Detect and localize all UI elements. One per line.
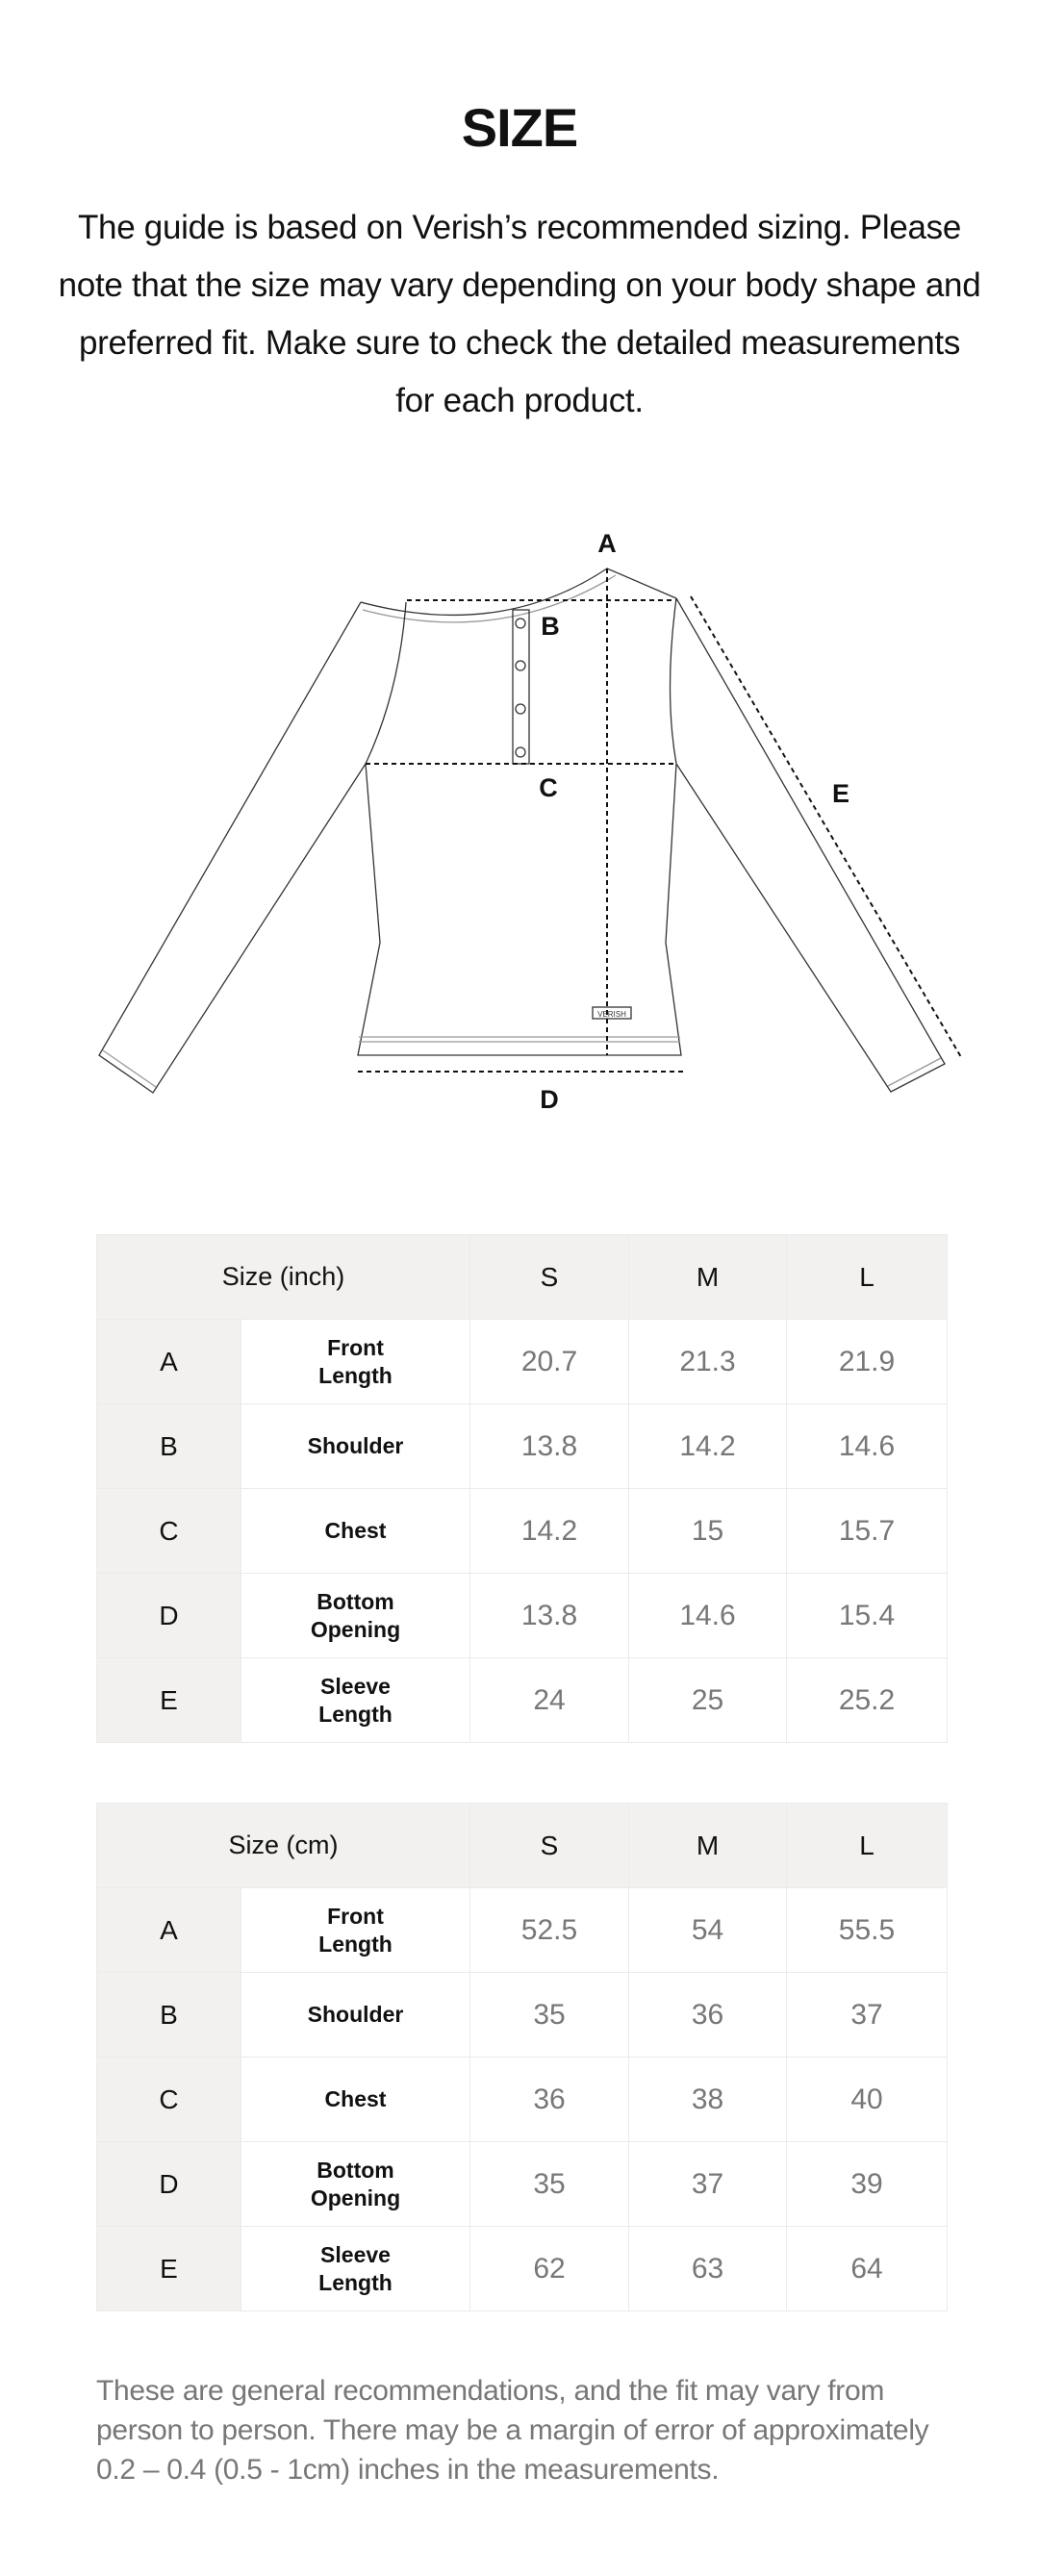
- label-b: B: [541, 612, 560, 641]
- value-l: 25.2: [786, 1657, 949, 1743]
- row-key: A: [96, 1319, 241, 1404]
- value-s: 36: [469, 2057, 629, 2142]
- size-header-l: L: [786, 1234, 949, 1320]
- table-header-row: Size (inch) S M L: [95, 1234, 949, 1320]
- value-m: 14.2: [628, 1403, 788, 1489]
- row-name: Sleeve Length: [240, 1657, 471, 1743]
- value-m: 63: [628, 2226, 787, 2311]
- measure-lines: [358, 568, 962, 1073]
- label-e: E: [832, 779, 849, 808]
- table-row: B Shoulder 35 36 37: [96, 1972, 948, 2058]
- value-s: 35: [469, 1972, 629, 2058]
- value-m: 36: [628, 1972, 787, 2058]
- value-m: 14.6: [628, 1573, 788, 1658]
- value-s: 52.5: [469, 1887, 629, 1973]
- row-name: Chest: [241, 2057, 470, 2142]
- value-l: 21.9: [786, 1319, 949, 1404]
- size-header-m: M: [628, 1234, 788, 1320]
- value-l: 14.6: [786, 1403, 949, 1489]
- shirt-outline: [98, 568, 946, 1094]
- value-l: 40: [786, 2057, 948, 2142]
- size-header-s: S: [469, 1803, 629, 1888]
- row-name: Bottom Opening: [240, 1573, 471, 1658]
- row-key: D: [96, 2141, 241, 2227]
- value-s: 62: [469, 2226, 629, 2311]
- label-a: A: [597, 529, 617, 558]
- size-header-l: L: [786, 1803, 948, 1888]
- neck-band: [362, 574, 617, 623]
- table-row: E Sleeve Length 24 25 25.2: [96, 1657, 949, 1743]
- row-key: C: [96, 2057, 241, 2142]
- value-s: 13.8: [469, 1573, 630, 1658]
- table-header-unit: Size (cm): [96, 1803, 470, 1888]
- value-m: 25: [628, 1657, 788, 1743]
- row-key: C: [96, 1488, 241, 1574]
- row-name: Chest: [240, 1488, 471, 1574]
- row-name: Front Length: [240, 1319, 471, 1404]
- row-key: D: [96, 1573, 241, 1658]
- row-name: Shoulder: [240, 1403, 471, 1489]
- value-m: 15: [628, 1488, 788, 1574]
- value-l: 37: [786, 1972, 948, 2058]
- body: [357, 763, 682, 1056]
- right-sleeve: [675, 597, 946, 1093]
- value-s: 13.8: [469, 1403, 630, 1489]
- row-key: B: [96, 1972, 241, 2058]
- table-header-unit: Size (inch): [95, 1234, 471, 1320]
- table-row: B Shoulder 13.8 14.2 14.6: [96, 1403, 949, 1489]
- table-row: D Bottom Opening 13.8 14.6 15.4: [96, 1573, 949, 1658]
- value-m: 21.3: [628, 1319, 788, 1404]
- table-header-row: Size (cm) S M L: [96, 1803, 948, 1888]
- row-key: B: [96, 1403, 241, 1489]
- row-key: A: [96, 1887, 241, 1973]
- table-row: A Front Length 20.7 21.3 21.9: [96, 1319, 949, 1404]
- value-m: 38: [628, 2057, 787, 2142]
- size-header-m: M: [628, 1803, 787, 1888]
- footer-note: These are general recommendations, and t…: [96, 2375, 929, 2486]
- table-row: D Bottom Opening 35 37 39: [96, 2141, 948, 2227]
- label-c: C: [539, 773, 558, 802]
- row-name: Front Length: [241, 1887, 470, 1973]
- value-l: 64: [786, 2226, 948, 2311]
- value-s: 14.2: [469, 1488, 630, 1574]
- buttons: [515, 618, 526, 758]
- table-row: A Front Length 52.5 54 55.5: [96, 1887, 948, 1973]
- size-table-inch: Size (inch) S M L A Front Length 20.7 21.3 2…: [95, 1234, 949, 1743]
- row-name: Bottom Opening: [241, 2141, 470, 2227]
- placket: [512, 609, 530, 765]
- value-s: 20.7: [469, 1319, 630, 1404]
- brand-tag: [592, 1006, 632, 1020]
- label-d: D: [540, 1085, 559, 1114]
- intro-text: The guide is based on Verish’s recommend…: [58, 209, 981, 419]
- size-header-s: S: [469, 1234, 630, 1320]
- page-title: SIZE: [461, 97, 578, 158]
- garment-diagram: VERISH A B C D E: [98, 529, 962, 1114]
- value-m: 54: [628, 1887, 787, 1973]
- value-l: 15.7: [786, 1488, 949, 1574]
- neckline: [360, 568, 677, 617]
- value-l: 15.4: [786, 1573, 949, 1658]
- row-name: Shoulder: [241, 1972, 470, 2058]
- table-row: E Sleeve Length 62 63 64: [96, 2226, 948, 2311]
- row-key: E: [96, 2226, 241, 2311]
- brand-tag-text: VERISH: [597, 1010, 626, 1019]
- size-table-cm: Size (cm) S M L A Front Length 52.5 54 55.5 …: [96, 1803, 948, 2311]
- value-s: 24: [469, 1657, 630, 1743]
- value-l: 39: [786, 2141, 948, 2227]
- value-l: 55.5: [786, 1887, 948, 1973]
- value-s: 35: [469, 2141, 629, 2227]
- table-row: C Chest 14.2 15 15.7: [96, 1488, 949, 1574]
- row-name: Sleeve Length: [241, 2226, 470, 2311]
- row-key: E: [96, 1657, 241, 1743]
- left-sleeve: [98, 601, 367, 1094]
- value-m: 37: [628, 2141, 787, 2227]
- table-row: C Chest 36 38 40: [96, 2057, 948, 2142]
- measure-line-e: [690, 595, 962, 1058]
